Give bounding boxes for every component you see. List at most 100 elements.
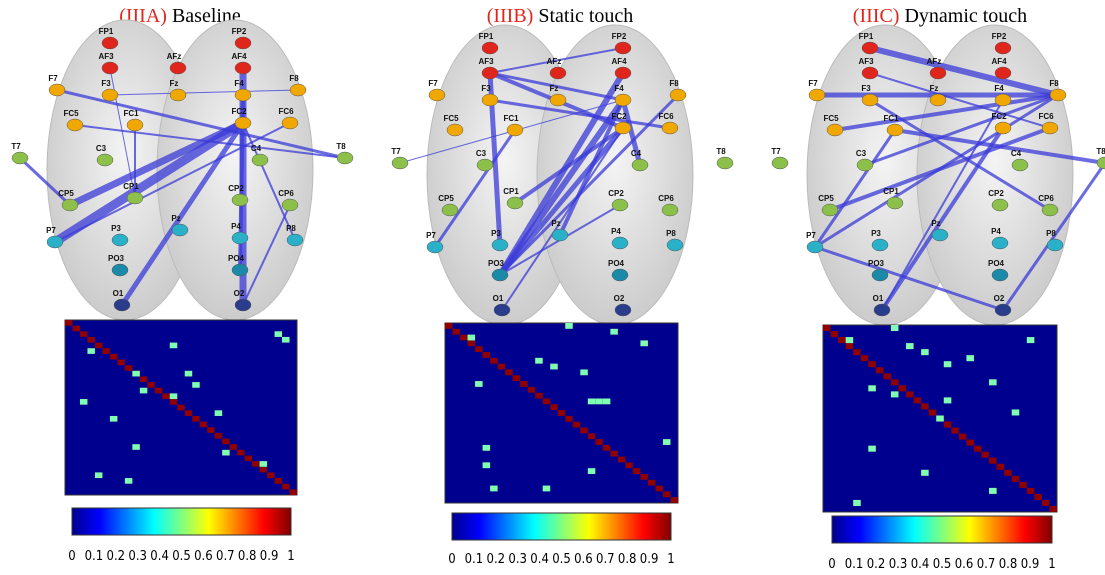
electrode bbox=[1042, 122, 1058, 134]
matrix-diagonal-cell bbox=[974, 446, 982, 452]
electrode-label: FC6 bbox=[1038, 112, 1054, 121]
matrix-diagonal-cell bbox=[290, 489, 297, 495]
electrode-label: P4 bbox=[991, 227, 1001, 236]
electrode-label: Pz bbox=[171, 214, 180, 223]
electrode-label: FC1 bbox=[123, 109, 139, 118]
electrode bbox=[995, 94, 1011, 106]
electrode-label: PO3 bbox=[488, 259, 505, 268]
electrode bbox=[612, 237, 628, 249]
electrode bbox=[992, 199, 1008, 211]
electrode bbox=[612, 269, 628, 281]
electrode-label: CP5 bbox=[818, 194, 834, 203]
matrix-diagonal-cell bbox=[558, 410, 566, 416]
matrix-cell bbox=[87, 348, 94, 354]
figure: (IIIA) BaselineFP1FP2AF3AFzAF4F7F3FzF4F8… bbox=[0, 0, 1105, 575]
electrode bbox=[995, 122, 1011, 134]
matrix-diagonal-cell bbox=[445, 323, 453, 329]
matrix-diagonal-cell bbox=[982, 452, 990, 458]
electrode-label: P4 bbox=[611, 227, 621, 236]
electrode bbox=[615, 42, 631, 54]
colorbar-tick-label: 0.6 bbox=[194, 549, 213, 564]
matrix-diagonal-cell bbox=[1027, 488, 1035, 494]
matrix-cell bbox=[132, 371, 139, 377]
matrix-diagonal-cell bbox=[648, 480, 656, 486]
electrode-label: F7 bbox=[808, 79, 818, 88]
colorbar-tick-label: 0.1 bbox=[465, 552, 484, 567]
colorbar-tick-label: 0.7 bbox=[216, 549, 235, 564]
matrix-cell bbox=[170, 343, 177, 349]
electrode-label: PO4 bbox=[608, 259, 625, 268]
colorbar-tick-label: 0 bbox=[68, 549, 75, 564]
matrix-cell bbox=[565, 323, 573, 329]
electrode bbox=[995, 67, 1011, 79]
electrode-label: CP1 bbox=[883, 187, 899, 196]
colorbar-tick-label: 0.3 bbox=[508, 552, 527, 567]
electrode-label: Fz bbox=[550, 84, 559, 93]
matrix-diagonal-cell bbox=[1034, 494, 1042, 500]
electrode-label: O1 bbox=[113, 289, 124, 298]
electrode-label: F8 bbox=[289, 74, 299, 83]
electrode-label: C4 bbox=[251, 144, 262, 153]
electrode-label: F4 bbox=[614, 84, 624, 93]
electrode-label: CP6 bbox=[658, 194, 674, 203]
electrode bbox=[872, 239, 888, 251]
matrix-diagonal-cell bbox=[921, 403, 929, 409]
matrix-diagonal-cell bbox=[1049, 506, 1057, 512]
colorbar-tick-label: 0.4 bbox=[530, 552, 549, 567]
colorbar-tick-label: 1 bbox=[667, 552, 674, 567]
electrode bbox=[887, 124, 903, 136]
matrix-cell bbox=[989, 488, 997, 494]
electrode-label: F3 bbox=[101, 79, 111, 88]
colorbar-tick-label: 1 bbox=[287, 549, 294, 564]
matrix-diagonal-cell bbox=[997, 464, 1005, 470]
matrix-cell bbox=[989, 379, 997, 385]
electrode bbox=[172, 224, 188, 236]
matrix-diagonal-cell bbox=[951, 428, 959, 434]
matrix-diagonal-cell bbox=[237, 450, 244, 456]
matrix-diagonal-cell bbox=[831, 331, 839, 337]
electrode bbox=[992, 237, 1008, 249]
electrode bbox=[930, 67, 946, 79]
electrode-label: FC5 bbox=[443, 114, 459, 123]
electrode-label: Fz bbox=[170, 79, 179, 88]
matrix-diagonal-cell bbox=[520, 381, 528, 387]
electrode bbox=[822, 204, 838, 216]
panel-title: Dynamic touch bbox=[904, 5, 1027, 27]
electrode bbox=[429, 89, 445, 101]
matrix-diagonal-cell bbox=[565, 416, 573, 422]
electrode-label: AFz bbox=[547, 57, 562, 66]
matrix-cell bbox=[580, 369, 588, 375]
matrix-diagonal-cell bbox=[475, 346, 483, 352]
electrode bbox=[887, 197, 903, 209]
matrix-diagonal-cell bbox=[944, 422, 952, 428]
electrode bbox=[872, 269, 888, 281]
electrode-label: P8 bbox=[666, 229, 676, 238]
electrode bbox=[862, 42, 878, 54]
matrix-diagonal-cell bbox=[80, 331, 87, 337]
matrix-cell bbox=[275, 331, 282, 337]
matrix-diagonal-cell bbox=[861, 355, 869, 361]
electrode-label: FP2 bbox=[612, 32, 627, 41]
matrix-diagonal-cell bbox=[147, 382, 154, 388]
electrode bbox=[809, 89, 825, 101]
electrode bbox=[857, 159, 873, 171]
electrode bbox=[102, 37, 118, 49]
matrix-cell bbox=[132, 444, 139, 450]
matrix-diagonal-cell bbox=[222, 439, 229, 445]
electrode-label: FC1 bbox=[503, 114, 519, 123]
electrode bbox=[874, 304, 890, 316]
matrix-diagonal-cell bbox=[663, 491, 671, 497]
matrix-cell bbox=[921, 349, 929, 355]
colorbar-tick-label: 0.8 bbox=[238, 549, 257, 564]
colorbar-tick-label: 0.9 bbox=[1021, 557, 1040, 572]
electrode-label: C3 bbox=[856, 149, 867, 158]
electrode-label: P7 bbox=[426, 231, 436, 240]
matrix-diagonal-cell bbox=[846, 343, 854, 349]
electrode bbox=[235, 62, 251, 74]
electrode-label: C4 bbox=[631, 149, 642, 158]
electrode-label: O1 bbox=[873, 294, 884, 303]
matrix-diagonal-cell bbox=[468, 340, 476, 346]
electrode bbox=[232, 232, 248, 244]
matrix-diagonal-cell bbox=[1012, 476, 1020, 482]
electrode-label: CP1 bbox=[123, 182, 139, 191]
